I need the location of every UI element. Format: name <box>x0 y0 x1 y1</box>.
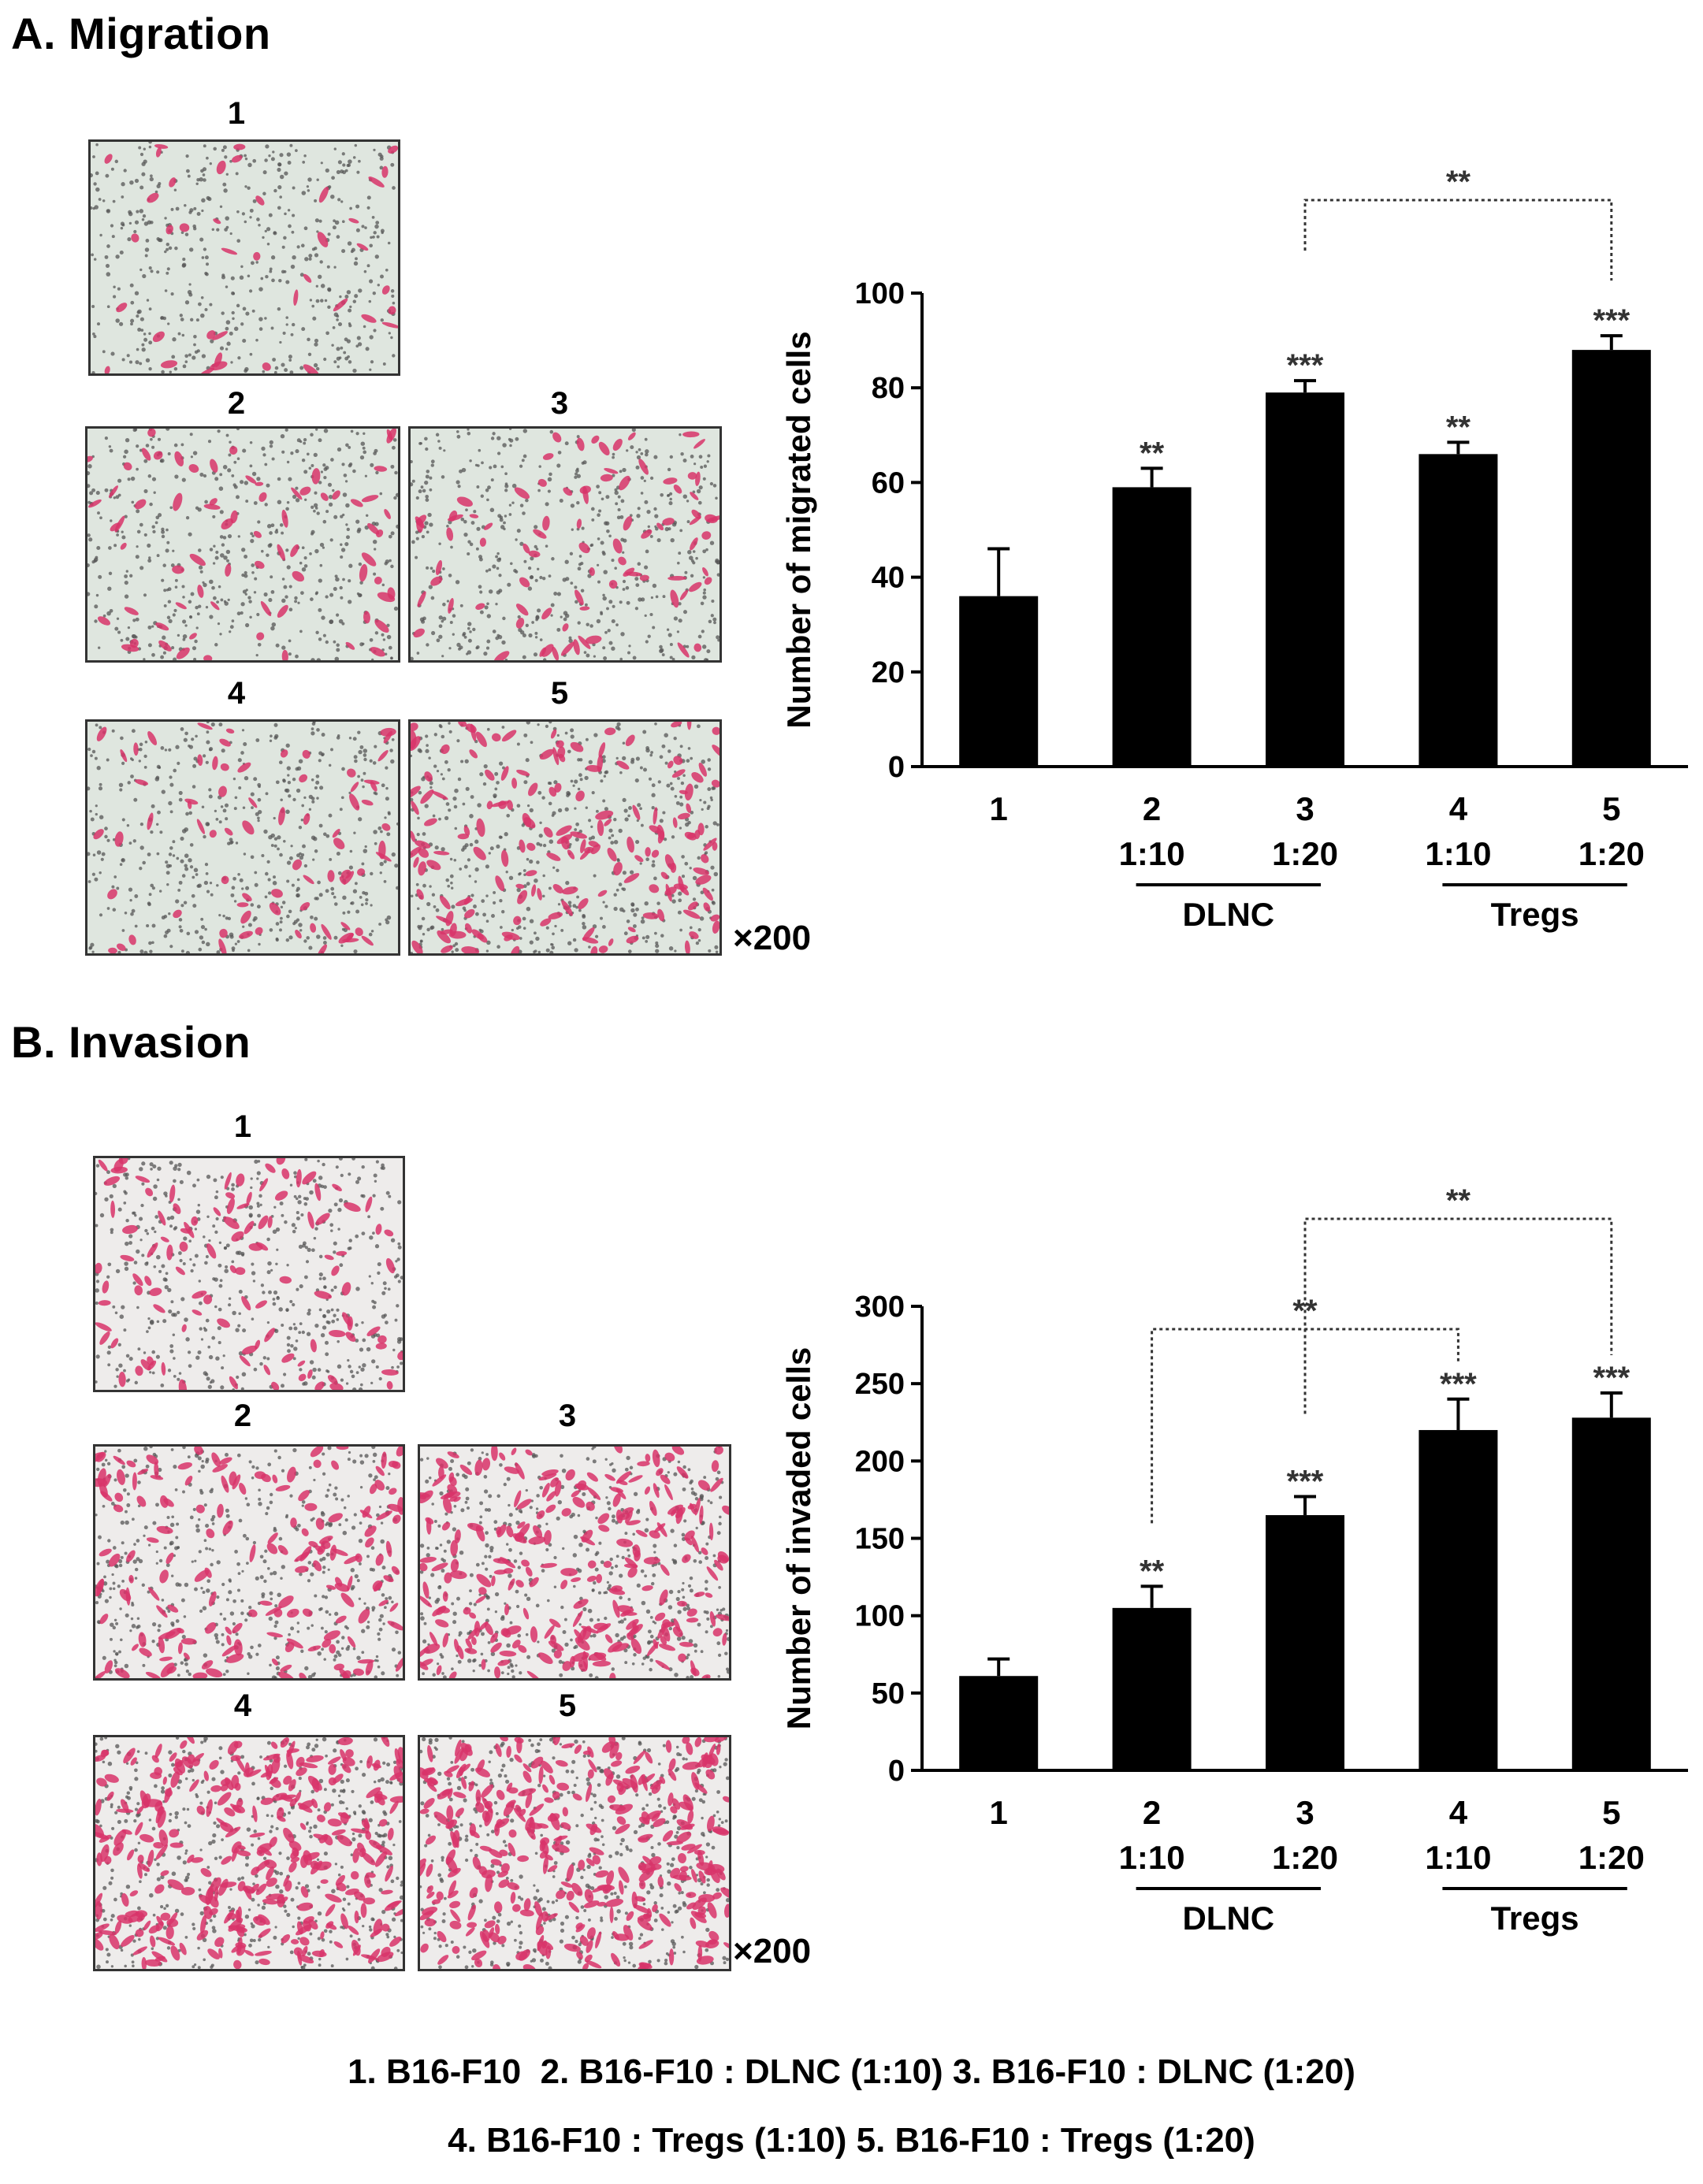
panel-a-title: A. Migration <box>11 9 271 58</box>
chart-b-significance-3: *** <box>1287 1464 1324 1499</box>
chart-a-y-tick-label: 60 <box>872 466 905 500</box>
legend-item-2: 2. B16-F10 : DLNC (1:10) <box>540 2052 943 2091</box>
legend-item-4: 4. B16-F10 : Tregs (1:10) <box>448 2121 847 2160</box>
panel-b-micrograph-3 <box>418 1444 731 1681</box>
chart-a-bracket-1 <box>1303 199 1613 281</box>
chart-a-y-tick-label: 20 <box>872 656 905 689</box>
panel-b-image-3-label: 3 <box>558 1398 577 1433</box>
chart-b-ratio-label-4: 1:10 <box>1425 1839 1491 1876</box>
chart-a-y-tick-label: 80 <box>872 372 905 405</box>
chart-a-y-tick-label: 40 <box>872 562 905 595</box>
chart-a-y-tick-label: 100 <box>855 277 905 310</box>
chart-a-significance-4: ** <box>1446 410 1471 444</box>
chart-b-ratio-label-2: 1:10 <box>1119 1839 1185 1876</box>
panel-b-image-5-label: 5 <box>558 1688 577 1723</box>
panel-b-image-2-label: 2 <box>233 1398 252 1433</box>
panel-b-micrograph-5 <box>418 1735 731 1971</box>
chart-a-category-label-1: 1 <box>990 790 1008 827</box>
chart-b-significance-5: *** <box>1593 1361 1630 1395</box>
chart-a-category-label-2: 2 <box>1143 790 1161 827</box>
chart-b-group-label-2: Tregs <box>1491 1900 1579 1937</box>
panel-a-micrograph-2 <box>85 426 400 663</box>
legend-item-5: 5. B16-F10 : Tregs (1:20) <box>856 2121 1255 2160</box>
panel-a-bar-chart: 0 20 40 60 80 100 Number of migrated cells 1 ** 2… <box>780 165 1688 933</box>
panel-b-magnification: ×200 <box>733 1932 812 1970</box>
chart-b-y-tick-label: 250 <box>855 1368 905 1401</box>
panel-a-magnification: ×200 <box>733 919 812 957</box>
chart-a-significance-2: ** <box>1140 436 1165 470</box>
chart-a-ratio-label-5: 1:20 <box>1578 835 1645 872</box>
chart-b-y-tick-label: 100 <box>855 1600 905 1633</box>
chart-b-ratio-label-3: 1:20 <box>1272 1839 1338 1876</box>
chart-a-group-label-1: DLNC <box>1182 896 1274 933</box>
chart-b-category-label-1: 1 <box>990 1794 1008 1831</box>
chart-a-category-label-3: 3 <box>1296 790 1314 827</box>
panel-a-image-2-label: 2 <box>227 386 246 421</box>
legend-line-1: 1. B16-F10 2. B16-F10 : DLNC (1:10) 3. B… <box>0 2052 1703 2092</box>
chart-b-significance-4: *** <box>1440 1367 1477 1402</box>
chart-b-ratio-label-5: 1:20 <box>1578 1839 1645 1876</box>
panel-b-title: B. Invasion <box>11 1017 251 1067</box>
legend-item-3: 3. B16-F10 : DLNC (1:20) <box>952 2052 1355 2091</box>
chart-a-y-axis-label: Number of migrated cells <box>780 331 817 728</box>
panel-a-micrograph-5 <box>408 719 722 956</box>
chart-b-category-label-3: 3 <box>1296 1794 1314 1831</box>
chart-b-y-tick-label: 0 <box>888 1755 905 1788</box>
chart-b-bar-1 <box>959 1676 1039 1770</box>
chart-a-ratio-label-4: 1:10 <box>1425 835 1491 872</box>
panel-a-micrograph-1 <box>88 139 400 376</box>
panel-a-image-5-label: 5 <box>550 676 569 711</box>
chart-b-bracket-1 <box>1303 1217 1613 1414</box>
chart-b-y-tick-label: 300 <box>855 1291 905 1324</box>
panel-b-image-1-label: 1 <box>233 1109 252 1144</box>
panel-a-image-1-label: 1 <box>227 96 246 131</box>
chart-b-bar-3 <box>1266 1515 1344 1770</box>
chart-b-bracket-label-2: ** <box>1292 1294 1318 1328</box>
legend-line-2: 4. B16-F10 : Tregs (1:10) 5. B16-F10 : T… <box>0 2121 1703 2160</box>
panel-b-micrograph-2 <box>93 1444 405 1681</box>
panel-b-image-4-label: 4 <box>233 1688 252 1723</box>
chart-b-category-label-2: 2 <box>1143 1794 1161 1831</box>
chart-a-y-tick-label: 0 <box>888 751 905 784</box>
chart-a-ratio-label-2: 1:10 <box>1119 835 1185 872</box>
chart-b-bar-5 <box>1571 1417 1651 1770</box>
panel-b-micrograph-1 <box>93 1156 405 1392</box>
chart-b-y-tick-label: 200 <box>855 1445 905 1478</box>
chart-a-bracket-label-1: ** <box>1446 165 1471 199</box>
panel-b-bar-chart: 0 50 100 150 200 250 300 Number of invaded cell… <box>780 1183 1688 1937</box>
chart-a-group-label-2: Tregs <box>1491 896 1579 933</box>
chart-a-significance-3: *** <box>1287 348 1324 383</box>
chart-a-ratio-label-3: 1:20 <box>1272 835 1338 872</box>
chart-b-y-tick-label: 150 <box>855 1523 905 1556</box>
panel-a-image-4-label: 4 <box>227 676 246 711</box>
chart-b-y-tick-label: 50 <box>872 1677 905 1710</box>
legend-item-1: 1. B16-F10 <box>348 2052 522 2091</box>
chart-b-category-label-5: 5 <box>1602 1794 1620 1831</box>
chart-b-y-axis-label: Number of invaded cells <box>780 1347 817 1729</box>
chart-a-bar-3 <box>1266 392 1344 767</box>
chart-a-category-label-5: 5 <box>1602 790 1620 827</box>
chart-a-category-label-4: 4 <box>1449 790 1468 827</box>
panel-a-micrograph-3 <box>408 426 722 663</box>
chart-b-bracket-label-1: ** <box>1446 1183 1471 1218</box>
chart-b-category-label-4: 4 <box>1449 1794 1468 1831</box>
chart-a-bar-5 <box>1571 350 1651 767</box>
chart-a-bar-4 <box>1419 454 1498 767</box>
chart-a-bar-1 <box>959 596 1039 767</box>
chart-b-significance-2: ** <box>1140 1554 1165 1588</box>
panel-a-micrograph-4 <box>85 719 400 956</box>
panel-b-micrograph-4 <box>93 1735 405 1971</box>
chart-a-significance-5: *** <box>1593 303 1630 338</box>
chart-b-bar-2 <box>1112 1607 1192 1770</box>
chart-b-bar-4 <box>1419 1430 1498 1770</box>
panel-a-image-3-label: 3 <box>550 386 569 421</box>
chart-b-group-label-1: DLNC <box>1182 1900 1274 1937</box>
chart-b-bracket-2 <box>1151 1328 1459 1524</box>
chart-a-bar-2 <box>1112 487 1192 767</box>
